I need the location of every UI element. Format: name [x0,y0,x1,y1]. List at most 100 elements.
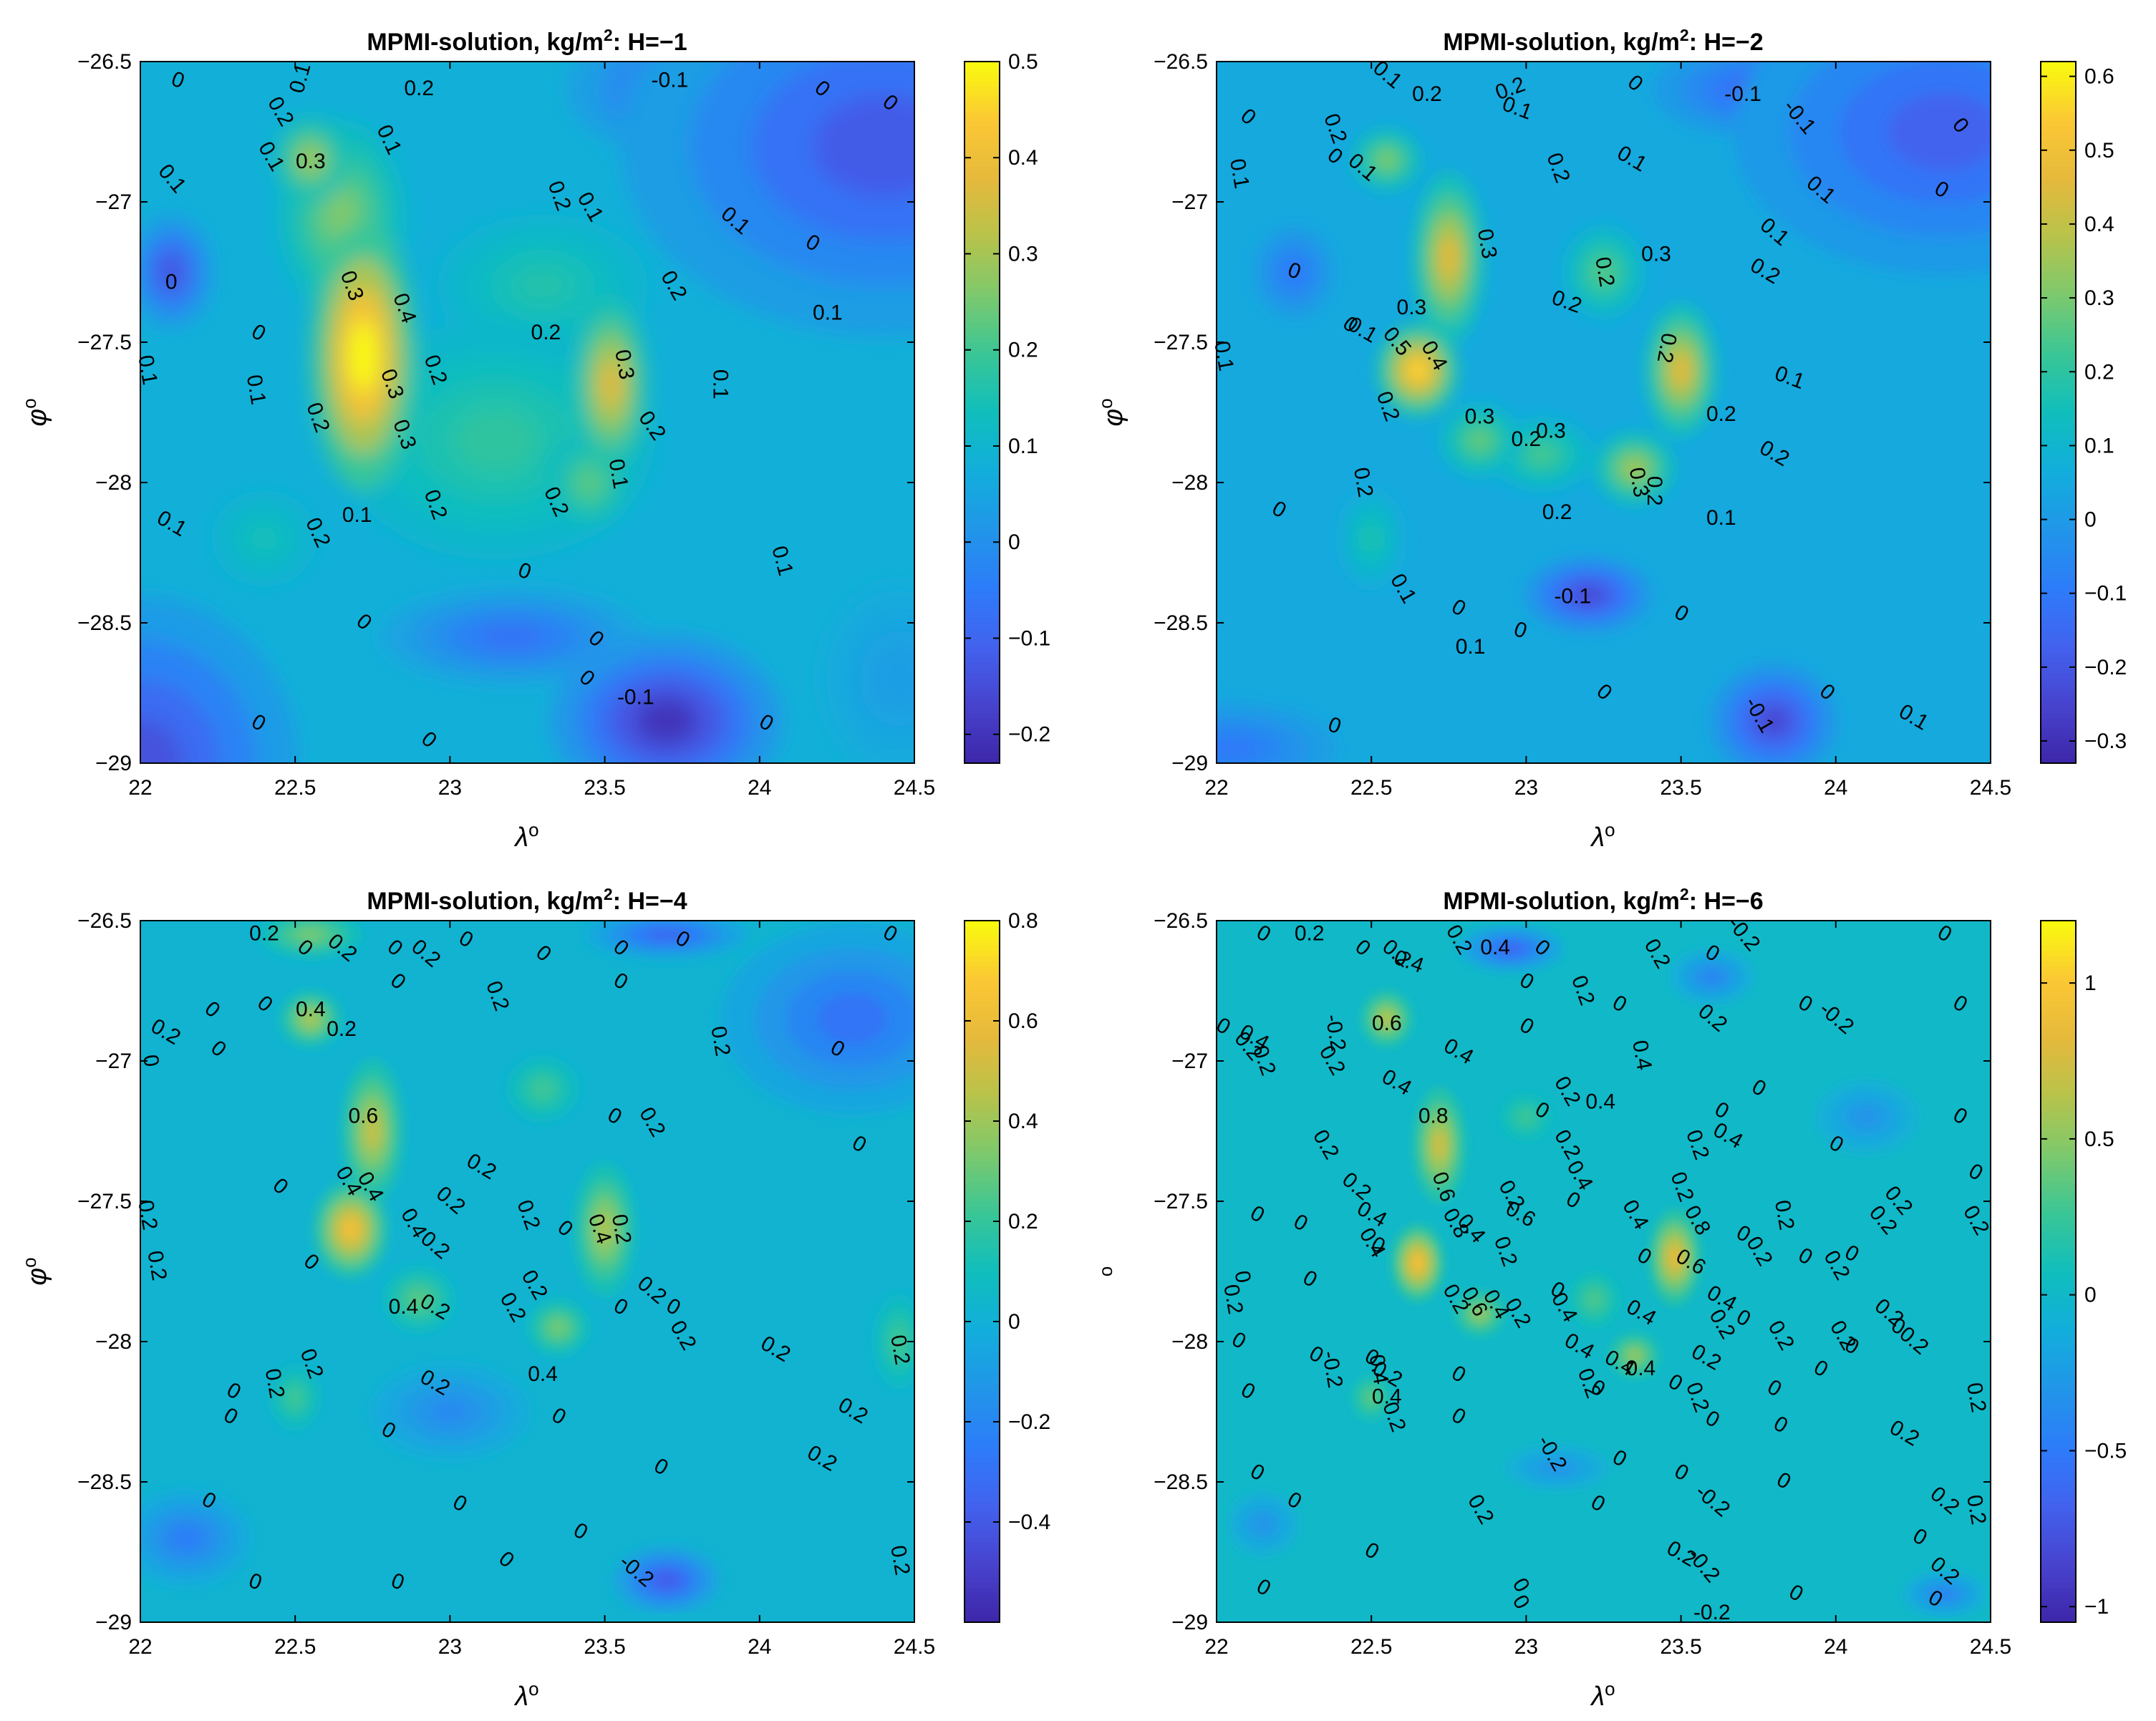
colorbar-band [2041,981,2076,986]
colorbar-band [965,1547,1000,1553]
colorbar-band [2041,961,2076,966]
colorbar-band [965,588,1000,593]
x-tick-label: 22 [1204,1635,1228,1659]
colorbar-band [965,1186,1000,1192]
colorbar-band [965,172,1000,178]
colorbar-band [2041,513,2076,518]
colorbar-band [2041,1457,2076,1463]
heatmap-field [1226,924,1986,1619]
colorbar-band [2041,297,2076,303]
colorbar-band [2041,1402,2076,1407]
colorbar-band [965,1046,1000,1052]
x-tick-label: 24.5 [1970,1635,2011,1659]
colorbar-band [965,1342,1000,1347]
colorbar-band [2041,392,2076,398]
colorbar-band [965,162,1000,168]
colorbar-band [965,971,1000,976]
colorbar-band [965,668,1000,674]
colorbar-band [965,1392,1000,1397]
y-tick-label: −26.5 [1154,909,1208,933]
y-axis-label: o [1095,1266,1116,1276]
colorbar-band [965,177,1000,183]
colorbar-band [2041,92,2076,97]
heatmap-field [140,62,914,763]
colorbar-band [2041,147,2076,152]
colorbar-band [2041,1512,2076,1518]
colorbar-ticks: −0.3 −0.2 −0.1 0 0.1 0.2 0.3 0.4 0.5 0.6 [2041,65,2127,753]
colorbar-band [2041,77,2076,82]
colorbar-band [965,1557,1000,1563]
colorbar-band [965,297,1000,303]
colorbar-band [965,643,1000,649]
colorbar-band [965,598,1000,603]
colorbar-band [2041,1562,2076,1568]
colorbar-band [965,1196,1000,1202]
contour-label: 0.6 [348,1104,378,1128]
colorbar-band [965,327,1000,333]
contour-label: 0.8 [1418,1104,1449,1128]
colorbar-band [2041,643,2076,649]
colorbar-band [965,1492,1000,1498]
colorbar-band [965,653,1000,659]
colorbar-band [965,1126,1000,1132]
colorbar-band [2041,1136,2076,1142]
colorbar-band [2041,1066,2076,1072]
colorbar-band [965,182,1000,188]
colorbar-band [965,1091,1000,1097]
colorbar-band [965,533,1000,538]
field-blob [1668,1244,1682,1270]
contour-label: 0.2 [1962,1381,1991,1415]
x-tick-label: 24.5 [894,1635,935,1659]
colorbar-band [965,1312,1000,1317]
colorbar-band [965,1397,1000,1402]
colorbar-band [2041,1527,2076,1533]
colorbar-band [965,1256,1000,1262]
colorbar-band [2041,187,2076,193]
colorbar-band [965,242,1000,248]
colorbar-band [965,1377,1000,1382]
colorbar-band [965,1101,1000,1107]
colorbar-ticks: −0.2 −0.1 0 0.1 0.2 0.3 0.4 0.5 [965,50,1050,747]
colorbar-band [965,583,1000,588]
colorbar-band [965,931,1000,936]
contour-label: 0 [1229,1269,1255,1284]
colorbar-band [965,267,1000,273]
field-blob [533,1080,553,1098]
colorbar-band [965,568,1000,573]
x-tick-label: 23 [1514,1635,1538,1659]
colorbar-band [965,1191,1000,1197]
colorbar-band [965,1602,1000,1608]
colorbar-band [965,232,1000,238]
colorbar-band [965,1221,1000,1227]
colorbar-band [2041,1181,2076,1187]
contour-label: 0.1 [1225,157,1254,190]
x-tick-label: 23.5 [584,1635,625,1659]
colorbar-band [965,1176,1000,1182]
colorbar-band [2041,232,2076,238]
colorbar-band [965,996,1000,1002]
colorbar-band [965,1372,1000,1377]
colorbar-band [965,538,1000,543]
colorbar-tick-label: 0.3 [1008,242,1038,266]
contour-label: 0.2 [142,1249,171,1283]
colorbar-band [965,1487,1000,1493]
colorbar-band [965,1337,1000,1342]
plot-frame [1216,61,1991,764]
colorbar-band [2041,1427,2076,1432]
colorbar-band [965,477,1000,483]
colorbar-band [2041,1367,2076,1372]
colorbar-band [2041,1482,2076,1488]
colorbar-band [965,753,1000,759]
colorbar-band [2041,1176,2076,1182]
contour-label: 0.4 [1372,1385,1402,1408]
panel-title: MPMI-solution, kg/m2: H=−4 [367,885,687,915]
colorbar-band [2041,1417,2076,1422]
colorbar-band [965,1251,1000,1257]
colorbar-band [2041,87,2076,92]
colorbar-tick-label: −0.1 [1008,626,1050,650]
colorbar-band [2041,82,2076,87]
colorbar-band [2041,1206,2076,1212]
colorbar-band [2041,1096,2076,1102]
colorbar-band [965,503,1000,508]
colorbar-band [2041,1602,2076,1608]
